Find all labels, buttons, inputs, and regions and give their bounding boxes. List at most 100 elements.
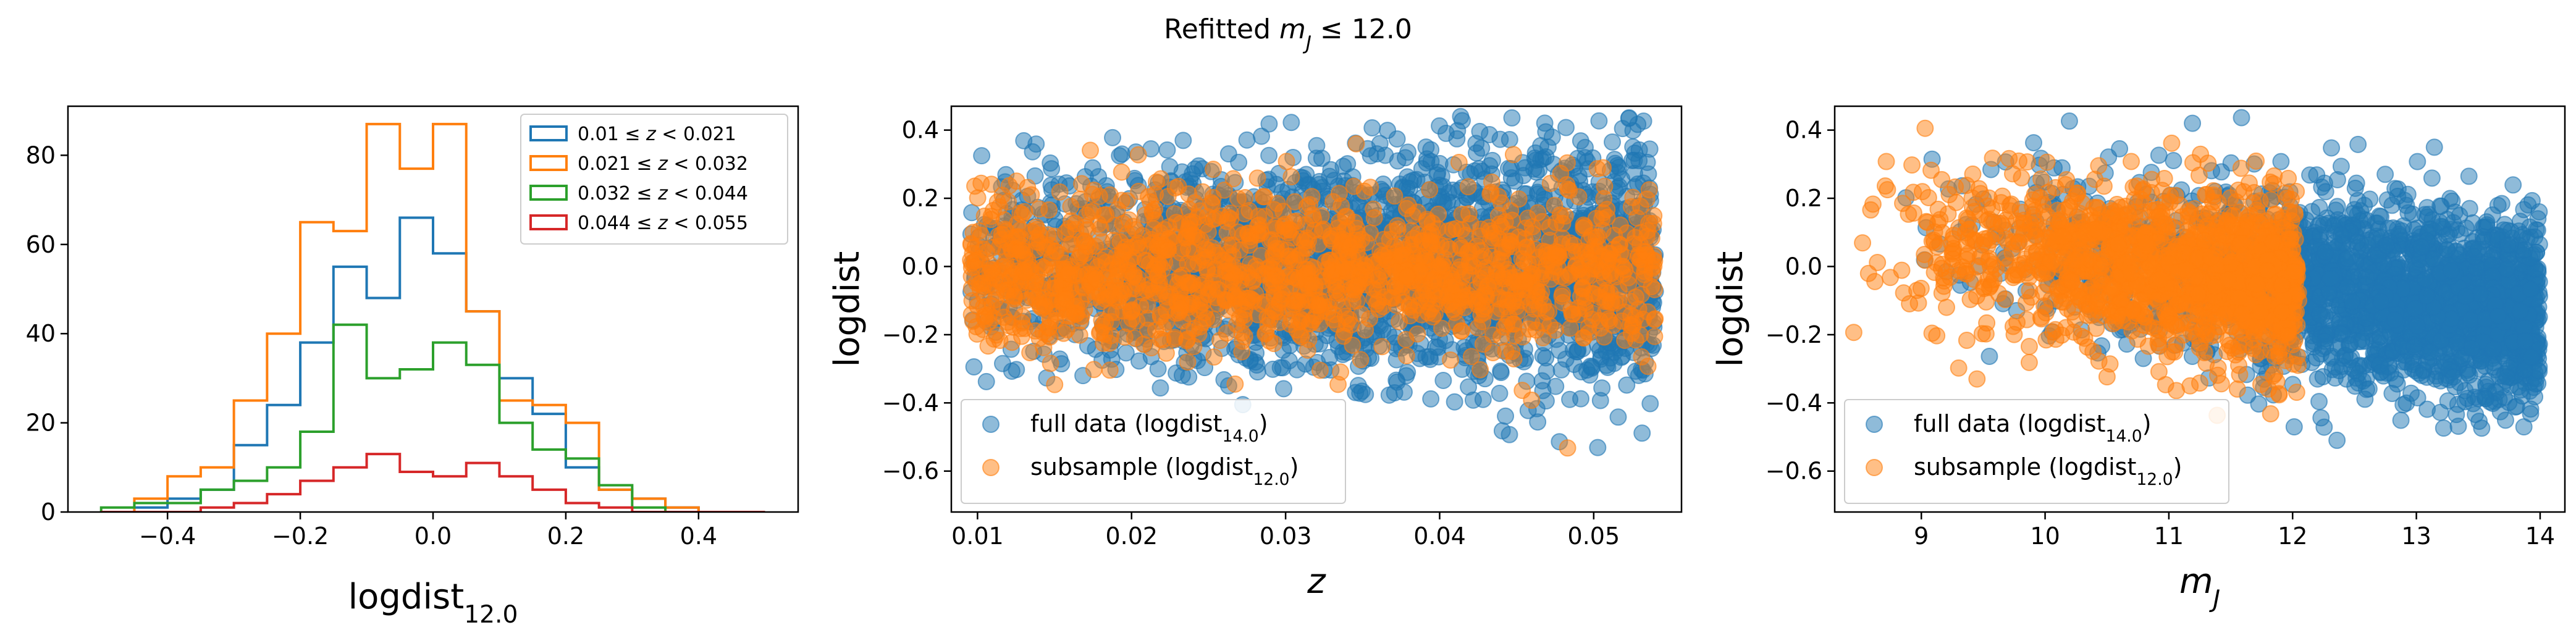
- scatter-point: [1471, 361, 1489, 379]
- scatter-point: [1224, 170, 1242, 188]
- scatter-point: [1374, 321, 1392, 339]
- scatter-point: [1402, 222, 1420, 240]
- scatter-point: [1471, 269, 1489, 287]
- scatter-point: [1641, 395, 1659, 413]
- scatter-point: [1013, 327, 1031, 345]
- scatter-point: [991, 238, 1009, 256]
- scatter-point: [1334, 259, 1352, 277]
- scatter-point: [1240, 236, 1258, 254]
- scatter-point: [1638, 190, 1656, 208]
- scatter-point: [1062, 198, 1080, 216]
- scatter-point: [973, 147, 991, 165]
- x-tick-label: 0.03: [1260, 523, 1312, 550]
- scatter-point: [1149, 360, 1167, 378]
- scatter-point: [1265, 335, 1283, 353]
- scatter-point: [1346, 281, 1364, 299]
- scatter-point: [1152, 170, 1170, 188]
- scatter-point: [969, 189, 987, 207]
- scatter-point: [1551, 206, 1569, 224]
- scatter-point: [1583, 284, 1601, 302]
- scatter-point: [1497, 342, 1515, 360]
- scatter-point: [1618, 376, 1636, 394]
- scatter-point: [1274, 380, 1292, 398]
- legend-label: 0.032 ≤ z < 0.044: [578, 183, 748, 204]
- scatter-point: [1218, 292, 1235, 309]
- scatter-point: [1355, 256, 1373, 274]
- scatter-point: [1332, 363, 1350, 381]
- scatter-point: [1638, 153, 1656, 171]
- scatter-point: [1059, 265, 1077, 283]
- scatter-point: [1397, 346, 1415, 364]
- scatter-point: [1635, 270, 1653, 288]
- x-tick-label: 0.05: [1568, 523, 1620, 550]
- scatter-point: [1310, 296, 1328, 314]
- scatter-point: [1218, 324, 1235, 342]
- scatter-point: [1016, 203, 1033, 220]
- y-axis-label: logdist: [827, 251, 867, 367]
- scatter-point: [1595, 269, 1613, 287]
- scatter-point: [2409, 153, 2427, 170]
- scatter-point: [1503, 109, 1521, 127]
- scatter-point: [1502, 160, 1520, 178]
- scatter-point: [1184, 165, 1202, 183]
- scatter-point: [983, 261, 1001, 279]
- scatter-point: [1450, 154, 1468, 172]
- scatter-point: [1449, 122, 1467, 140]
- scatter-point: [1529, 413, 1547, 431]
- y-tick-label: 0.4: [902, 117, 939, 144]
- scatter-point: [1128, 312, 1146, 330]
- scatter-point: [2376, 166, 2394, 183]
- scatter-point: [1410, 296, 1428, 314]
- scatter-point: [1433, 319, 1450, 337]
- scatter-point: [1628, 209, 1646, 227]
- scatter-point: [1268, 195, 1286, 212]
- scatter-point: [1281, 279, 1299, 297]
- scatter-point: [977, 372, 995, 390]
- scatter-point: [1408, 203, 1426, 221]
- scatter-point: [1604, 316, 1622, 334]
- scatter-point: [1481, 185, 1499, 203]
- scatter-point: [966, 258, 984, 275]
- scatter-point: [1124, 268, 1142, 286]
- scatter-point: [1000, 317, 1017, 335]
- plot-area: [962, 107, 1664, 457]
- scatter-point: [1258, 308, 1276, 326]
- scatter-point: [1277, 153, 1295, 170]
- axes-frame: [950, 105, 1683, 513]
- legend-marker: [982, 416, 1000, 433]
- scatter-point: [1219, 255, 1237, 273]
- scatter-point: [1492, 362, 1510, 380]
- scatter-point: [1137, 252, 1155, 270]
- scatter-point: [1140, 188, 1158, 206]
- scatter-point: [1265, 288, 1283, 306]
- scatter-point: [1179, 353, 1197, 371]
- scatter-point: [1219, 145, 1237, 163]
- scatter-point: [1426, 295, 1444, 313]
- y-tick-label: 40: [26, 320, 56, 347]
- scatter-point: [1534, 382, 1552, 400]
- scatter-point: [1620, 109, 1638, 127]
- scatter-point: [1510, 190, 1528, 208]
- scatter-point: [1282, 114, 1300, 132]
- scatter-point: [1261, 270, 1279, 288]
- scatter-point: [2349, 135, 2367, 153]
- scatter-point: [1623, 151, 1641, 169]
- scatter-point: [1452, 322, 1470, 340]
- figure-title: Refitted mJ ≤ 12.0: [1164, 14, 1412, 54]
- scatter-point: [1099, 289, 1117, 307]
- scatter-point: [1097, 254, 1115, 272]
- scatter-point: [1530, 161, 1548, 178]
- scatter-point: [1166, 205, 1184, 223]
- scatter-point: [1397, 149, 1415, 167]
- scatter-point: [1541, 174, 1559, 192]
- scatter-point: [1233, 324, 1251, 342]
- scatter-point: [1379, 122, 1397, 140]
- scatter-point: [1523, 391, 1541, 409]
- scatter-point: [1413, 232, 1431, 250]
- scatter-point: [1529, 204, 1547, 222]
- legend-label: subsample (logdist12.0): [1030, 453, 1299, 489]
- scatter-point: [1567, 256, 1585, 274]
- scatter-point: [1054, 324, 1072, 342]
- y-tick-label: −0.6: [882, 458, 939, 485]
- scatter-point: [1205, 348, 1223, 366]
